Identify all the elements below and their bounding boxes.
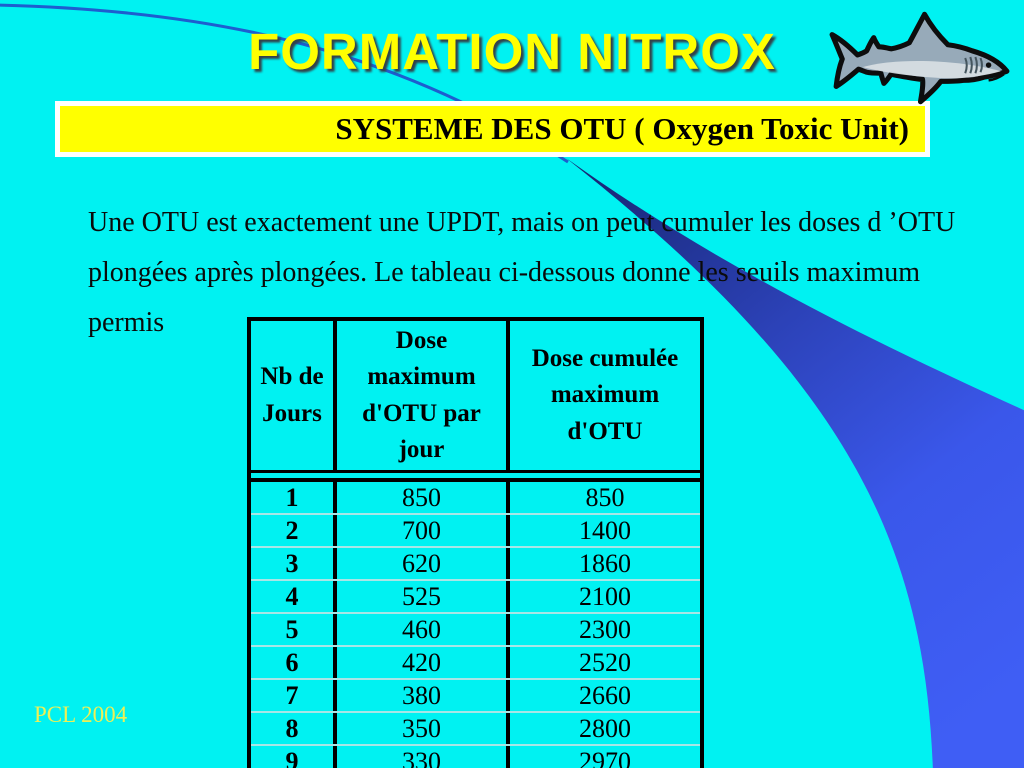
cell-day: 3 xyxy=(251,548,337,579)
shark-icon xyxy=(829,11,1010,105)
table-row: 8 350 2800 xyxy=(251,711,700,744)
table-row: 6 420 2520 xyxy=(251,645,700,678)
page-title: FORMATION NITROX xyxy=(248,23,776,80)
table-row: 7 380 2660 xyxy=(251,678,700,711)
cell-cumul: 2100 xyxy=(579,582,631,611)
table-header-row: Nb de Jours Dose maximum d'OTU par jour … xyxy=(251,321,700,473)
cell-dose: 850 xyxy=(337,482,510,513)
body-line: permis xyxy=(88,307,165,338)
subtitle-banner: SYSTEME DES OTU ( Oxygen Toxic Unit) xyxy=(55,101,930,157)
cell-dose: 420 xyxy=(337,647,510,678)
cell-day: 1 xyxy=(251,482,337,513)
cell-cumul: 2520 xyxy=(579,648,631,677)
cell-cumul: 2300 xyxy=(579,615,631,644)
cell-dose: 330 xyxy=(337,746,510,768)
cell-cumul: 2660 xyxy=(579,681,631,710)
body-line: Une OTU est exactement une UPDT, mais on… xyxy=(88,207,956,238)
cell-cumul: 1860 xyxy=(579,549,631,578)
cell-day: 9 xyxy=(251,746,337,768)
table-row: 4 525 2100 xyxy=(251,579,700,612)
body-paragraph: Une OTU est exactement une UPDT, mais on… xyxy=(88,198,998,348)
shark-body xyxy=(829,11,1010,105)
table-row: 1 850 850 xyxy=(251,478,700,513)
cell-cumul: 2800 xyxy=(579,714,631,743)
cell-dose: 460 xyxy=(337,614,510,645)
otu-table: Nb de Jours Dose maximum d'OTU par jour … xyxy=(247,317,704,768)
cell-dose: 700 xyxy=(337,515,510,546)
cell-day: 8 xyxy=(251,713,337,744)
header-dose-cumulee: Dose cumulée maximum d'OTU xyxy=(531,345,679,445)
header-nb-jours: Nb de Jours xyxy=(251,321,337,470)
table-row: 3 620 1860 xyxy=(251,546,700,579)
cell-day: 5 xyxy=(251,614,337,645)
cell-day: 2 xyxy=(251,515,337,546)
table-row: 9 330 2970 xyxy=(251,744,700,768)
cell-dose: 620 xyxy=(337,548,510,579)
cell-cumul: 2970 xyxy=(579,747,631,768)
cell-day: 7 xyxy=(251,680,337,711)
cell-dose: 380 xyxy=(337,680,510,711)
cell-cumul: 1400 xyxy=(579,516,631,545)
cell-dose: 350 xyxy=(337,713,510,744)
table-row: 2 700 1400 xyxy=(251,513,700,546)
cell-dose: 525 xyxy=(337,581,510,612)
shark-mouth xyxy=(988,73,1005,82)
shark-gill-lines xyxy=(964,56,984,74)
footer-credit: PCL 2004 xyxy=(34,702,128,727)
swoosh-wedge xyxy=(566,158,1024,768)
cell-day: 6 xyxy=(251,647,337,678)
subtitle-banner-label: SYSTEME DES OTU ( Oxygen Toxic Unit) xyxy=(335,111,909,146)
body-line: plongées après plongées. Le tableau ci-d… xyxy=(88,257,921,288)
cell-cumul: 850 xyxy=(585,483,625,512)
table-row: 5 460 2300 xyxy=(251,612,700,645)
header-dose-max: Dose maximum d'OTU par jour xyxy=(337,321,510,470)
shark-eye xyxy=(985,62,992,68)
cell-day: 4 xyxy=(251,581,337,612)
